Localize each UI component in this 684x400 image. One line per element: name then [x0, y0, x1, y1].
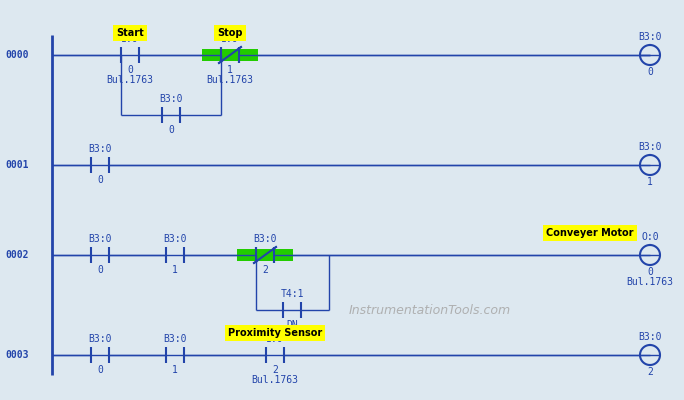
Text: Bul.1763: Bul.1763: [627, 277, 674, 287]
Text: 2: 2: [272, 365, 278, 375]
Bar: [202, 49, 258, 61]
Text: 1: 1: [172, 365, 178, 375]
Text: 1: 1: [647, 177, 653, 187]
Text: 1: 1: [227, 65, 233, 75]
Text: T4:1: T4:1: [280, 289, 304, 299]
Text: B3:0: B3:0: [638, 142, 661, 152]
Text: 0: 0: [647, 267, 653, 277]
Text: 2: 2: [647, 367, 653, 377]
Text: I:0: I:0: [266, 334, 284, 344]
Text: O:0: O:0: [641, 232, 659, 242]
Text: B3:0: B3:0: [638, 332, 661, 342]
Text: Proximity Sensor: Proximity Sensor: [228, 328, 322, 338]
Text: I:0: I:0: [221, 34, 239, 44]
Text: 0003: 0003: [5, 350, 29, 360]
Text: InstrumentationTools.com: InstrumentationTools.com: [349, 304, 511, 316]
Text: 1: 1: [172, 265, 178, 275]
Text: B3:0: B3:0: [253, 234, 277, 244]
Text: 0000: 0000: [5, 50, 29, 60]
Text: 0002: 0002: [5, 250, 29, 260]
Text: B3:0: B3:0: [163, 334, 187, 344]
Text: B3:0: B3:0: [163, 234, 187, 244]
Text: Bul.1763: Bul.1763: [107, 75, 153, 85]
Text: B3:0: B3:0: [159, 94, 183, 104]
Text: 0: 0: [97, 265, 103, 275]
Text: 2: 2: [262, 265, 268, 275]
Text: B3:0: B3:0: [88, 334, 111, 344]
Text: Bul.1763: Bul.1763: [252, 375, 298, 385]
Text: 0: 0: [647, 67, 653, 77]
Text: 0001: 0001: [5, 160, 29, 170]
Text: B3:0: B3:0: [88, 144, 111, 154]
Text: I:0: I:0: [121, 34, 139, 44]
Text: Conveyer Motor: Conveyer Motor: [547, 228, 634, 238]
Text: B3:0: B3:0: [638, 32, 661, 42]
Text: B3:0: B3:0: [88, 234, 111, 244]
Text: 0: 0: [168, 125, 174, 135]
Text: 0: 0: [127, 65, 133, 75]
Text: Start: Start: [116, 28, 144, 38]
Text: 0: 0: [97, 365, 103, 375]
Text: 0: 0: [97, 175, 103, 185]
Text: Stop: Stop: [218, 28, 243, 38]
Text: Bul.1763: Bul.1763: [207, 75, 254, 85]
Bar: [237, 249, 293, 261]
Text: DN: DN: [286, 320, 298, 330]
